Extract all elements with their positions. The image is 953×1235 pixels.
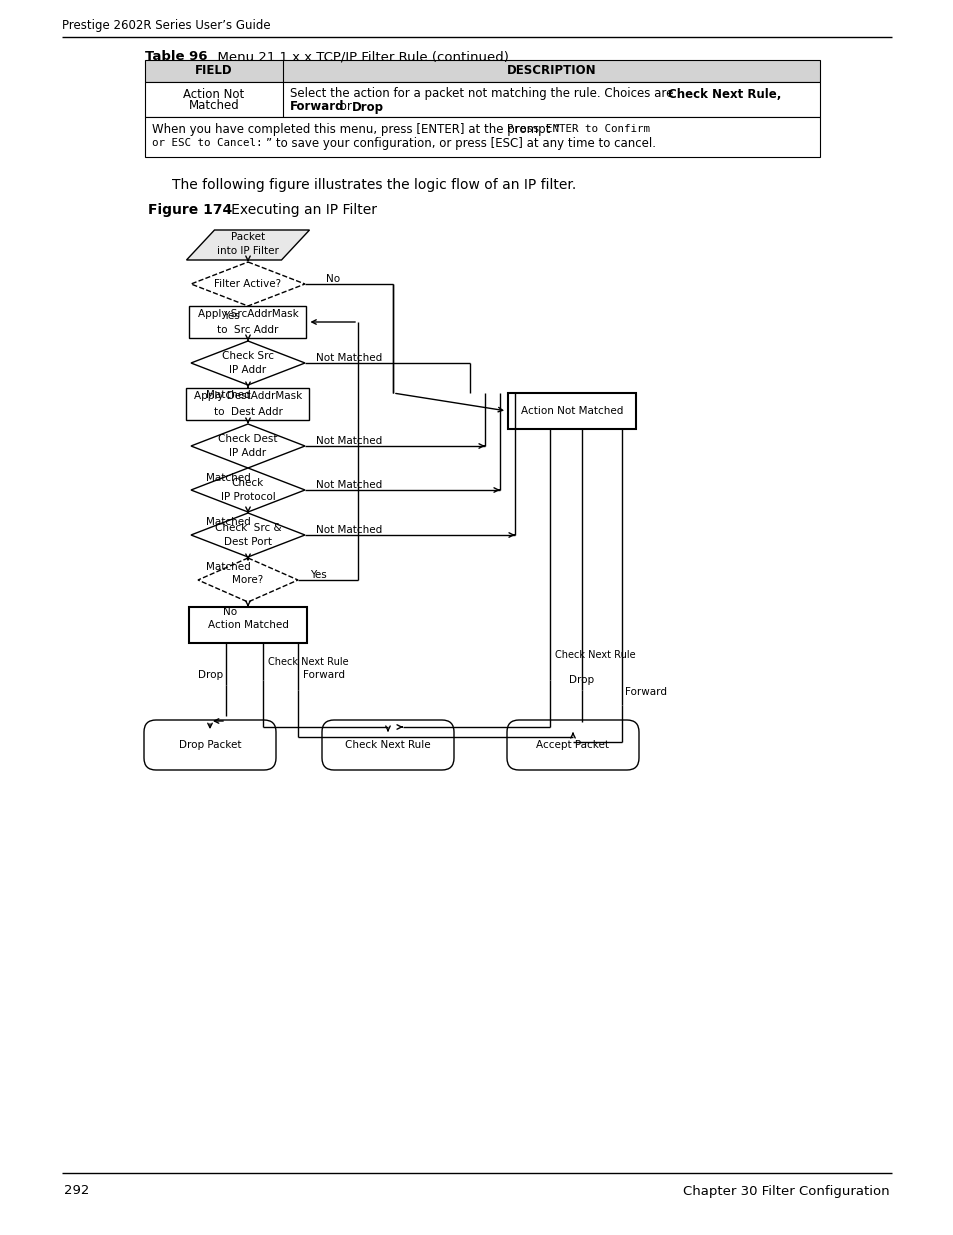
Polygon shape (191, 468, 305, 513)
Bar (189, 606, 307, 643)
Polygon shape (191, 513, 305, 557)
Bar (190, 306, 306, 338)
Text: Apply DestAddrMask: Apply DestAddrMask (193, 391, 302, 401)
Text: Drop: Drop (352, 100, 384, 114)
Bar (507, 393, 636, 429)
Polygon shape (191, 341, 305, 385)
Text: Matched: Matched (206, 390, 250, 400)
Text: Yes: Yes (222, 311, 239, 321)
Text: Action Matched: Action Matched (208, 620, 288, 630)
Text: Matched: Matched (206, 517, 250, 527)
Bar (145, 117, 820, 157)
Text: Matched: Matched (206, 562, 250, 572)
FancyBboxPatch shape (322, 720, 454, 769)
Text: Apply SrcAddrMask: Apply SrcAddrMask (197, 309, 298, 319)
Text: Packet: Packet (231, 232, 265, 242)
Text: Drop Packet: Drop Packet (178, 740, 241, 750)
Bar (145, 61, 820, 82)
Text: The following figure illustrates the logic flow of an IP filter.: The following figure illustrates the log… (172, 178, 576, 191)
Bar (145, 82, 820, 117)
Text: Yes: Yes (310, 571, 327, 580)
Bar (186, 388, 309, 420)
Text: IP Addr: IP Addr (230, 448, 266, 458)
Text: Dest Port: Dest Port (224, 537, 272, 547)
Polygon shape (191, 424, 305, 468)
Text: Check: Check (232, 478, 264, 488)
Text: to  Src Addr: to Src Addr (217, 325, 278, 335)
Text: into IP Filter: into IP Filter (217, 246, 278, 256)
Text: Matched: Matched (206, 473, 250, 483)
Text: IP Addr: IP Addr (230, 366, 266, 375)
Text: Drop: Drop (569, 676, 594, 685)
Text: Executing an IP Filter: Executing an IP Filter (218, 203, 376, 217)
Text: Menu 21.1.x.x TCP/IP Filter Rule (continued): Menu 21.1.x.x TCP/IP Filter Rule (contin… (209, 51, 508, 63)
Text: Not Matched: Not Matched (315, 436, 382, 446)
Text: Check Src: Check Src (222, 351, 274, 361)
Text: or: or (335, 100, 355, 114)
Text: IP Protocol: IP Protocol (220, 492, 275, 501)
Text: Chapter 30 Filter Configuration: Chapter 30 Filter Configuration (682, 1184, 889, 1198)
Text: More?: More? (233, 576, 263, 585)
Text: Accept Packet: Accept Packet (536, 740, 609, 750)
Text: No: No (223, 606, 236, 618)
Text: When you have completed this menu, press [ENTER] at the prompt “: When you have completed this menu, press… (152, 122, 559, 136)
Text: 292: 292 (64, 1184, 90, 1198)
Text: Not Matched: Not Matched (315, 480, 382, 490)
Text: Matched: Matched (189, 99, 239, 112)
Text: DESCRIPTION: DESCRIPTION (506, 64, 596, 78)
Text: ” to save your configuration, or press [ESC] at any time to cancel.: ” to save your configuration, or press [… (266, 137, 656, 149)
Text: Select the action for a packet not matching the rule. Choices are: Select the action for a packet not match… (290, 88, 677, 100)
Text: to  Dest Addr: to Dest Addr (213, 408, 282, 417)
Text: Forward: Forward (303, 671, 345, 680)
Text: Prestige 2602R Series User’s Guide: Prestige 2602R Series User’s Guide (62, 19, 271, 32)
FancyBboxPatch shape (144, 720, 275, 769)
Text: Check  Src &: Check Src & (214, 522, 281, 534)
Text: or ESC to Cancel:: or ESC to Cancel: (152, 138, 262, 148)
Text: Check Next Rule: Check Next Rule (268, 657, 348, 667)
Text: Forward: Forward (624, 687, 666, 697)
Text: Not Matched: Not Matched (315, 525, 382, 535)
Polygon shape (186, 230, 309, 261)
Text: Action Not Matched: Action Not Matched (520, 406, 622, 416)
Text: Drop: Drop (197, 671, 223, 680)
Text: .: . (376, 100, 380, 114)
Text: Check Next Rule: Check Next Rule (555, 650, 635, 659)
Text: Table 96: Table 96 (145, 51, 208, 63)
Text: Check Dest: Check Dest (218, 433, 277, 445)
Text: Check Next Rule,: Check Next Rule, (667, 88, 781, 100)
Text: Forward: Forward (290, 100, 344, 114)
Polygon shape (191, 262, 305, 306)
Text: Not Matched: Not Matched (315, 353, 382, 363)
Text: Action Not: Action Not (183, 88, 244, 101)
Text: Check Next Rule: Check Next Rule (345, 740, 431, 750)
FancyBboxPatch shape (506, 720, 639, 769)
Text: Filter Active?: Filter Active? (214, 279, 281, 289)
Polygon shape (198, 558, 297, 601)
Text: FIELD: FIELD (195, 64, 233, 78)
Text: No: No (326, 274, 340, 284)
Text: Figure 174: Figure 174 (148, 203, 232, 217)
Text: Press ENTER to Confirm: Press ENTER to Confirm (506, 124, 649, 135)
